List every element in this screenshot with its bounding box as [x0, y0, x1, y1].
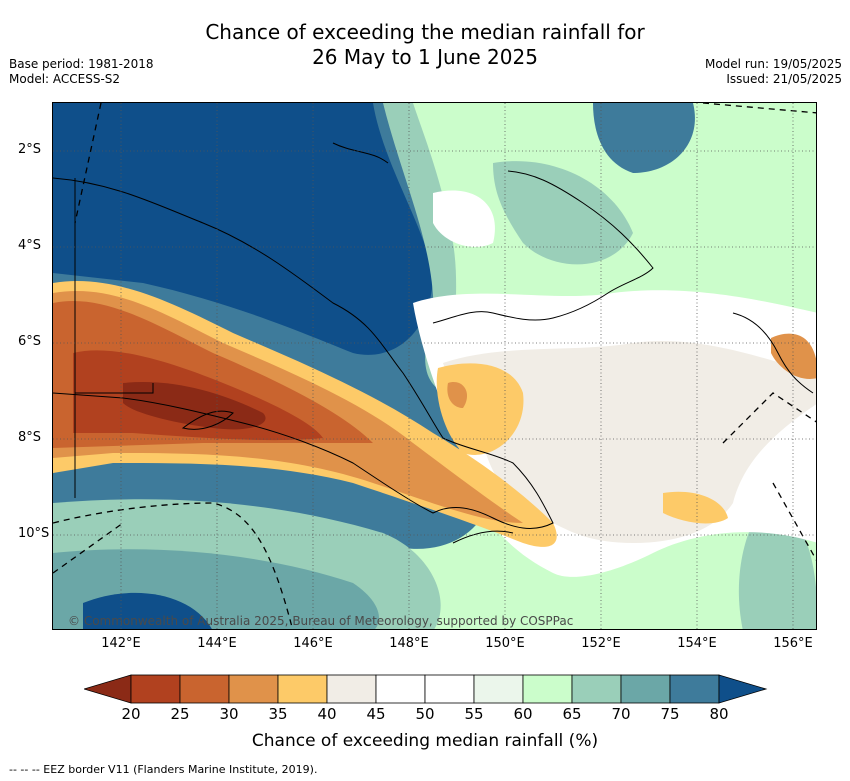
copyright-credit: © Commonwealth of Australia 2025, Bureau… — [68, 614, 574, 628]
colorbar-swatch — [424, 674, 475, 704]
legend-label: 40 — [317, 705, 337, 723]
colorbar-swatch — [179, 674, 230, 704]
meta-right: Model run: 19/05/2025 Issued: 21/05/2025 — [705, 57, 842, 87]
colorbar-swatch — [473, 674, 524, 704]
legend-label: 25 — [170, 705, 190, 723]
x-tick: 146°E — [293, 636, 333, 651]
title-line-2: 26 May to 1 June 2025 — [312, 45, 538, 69]
x-tick: 148°E — [389, 636, 429, 651]
colorbar-swatch — [228, 674, 279, 704]
colorbar-swatch — [669, 674, 720, 704]
x-tick: 154°E — [677, 636, 717, 651]
colorbar-swatch — [620, 674, 671, 704]
legend-label: 65 — [562, 705, 582, 723]
model-name: Model: ACCESS-S2 — [9, 72, 121, 86]
y-tick: 4°S — [18, 238, 42, 253]
legend-label: 80 — [709, 705, 729, 723]
meta-left: Base period: 1981-2018 Model: ACCESS-S2 — [9, 57, 154, 87]
eez-note: -- -- -- EEZ border V11 (Flanders Marine… — [9, 763, 318, 776]
colorbar-swatch — [375, 674, 426, 704]
colorbar-swatch — [522, 674, 573, 704]
colorbar-swatch — [130, 674, 181, 704]
legend-label: 50 — [415, 705, 435, 723]
legend-label: 20 — [121, 705, 141, 723]
legend-label: 35 — [268, 705, 288, 723]
y-tick: 2°S — [18, 142, 42, 157]
y-tick: 6°S — [18, 334, 42, 349]
colorbar-swatch — [571, 674, 622, 704]
map-canvas — [53, 103, 816, 629]
legend-label: 30 — [219, 705, 239, 723]
colorbar — [82, 673, 768, 709]
colorbar-extend-low — [82, 674, 132, 704]
colorbar-extend-high — [718, 674, 768, 704]
legend-label: 45 — [366, 705, 386, 723]
legend-label: 70 — [611, 705, 631, 723]
colorbar-swatch — [277, 674, 328, 704]
y-tick: 10°S — [18, 526, 50, 541]
x-tick: 156°E — [773, 636, 813, 651]
issued-date: Issued: 21/05/2025 — [726, 72, 842, 86]
base-period: Base period: 1981-2018 — [9, 57, 154, 71]
colorbar-swatch — [326, 674, 377, 704]
colorbar-svg — [82, 674, 768, 704]
x-tick: 144°E — [197, 636, 237, 651]
model-run: Model run: 19/05/2025 — [704, 57, 842, 71]
legend-label: 75 — [660, 705, 680, 723]
legend-title: Chance of exceeding median rainfall (%) — [251, 731, 599, 751]
x-tick: 152°E — [581, 636, 621, 651]
x-tick: 142°E — [101, 636, 141, 651]
legend-label: 60 — [513, 705, 533, 723]
map-title: Chance of exceeding the median rainfall … — [0, 20, 850, 70]
legend-label: 55 — [464, 705, 484, 723]
y-tick: 8°S — [18, 430, 42, 445]
x-tick: 150°E — [485, 636, 525, 651]
title-line-1: Chance of exceeding the median rainfall … — [205, 20, 645, 44]
rainfall-map — [52, 102, 817, 630]
